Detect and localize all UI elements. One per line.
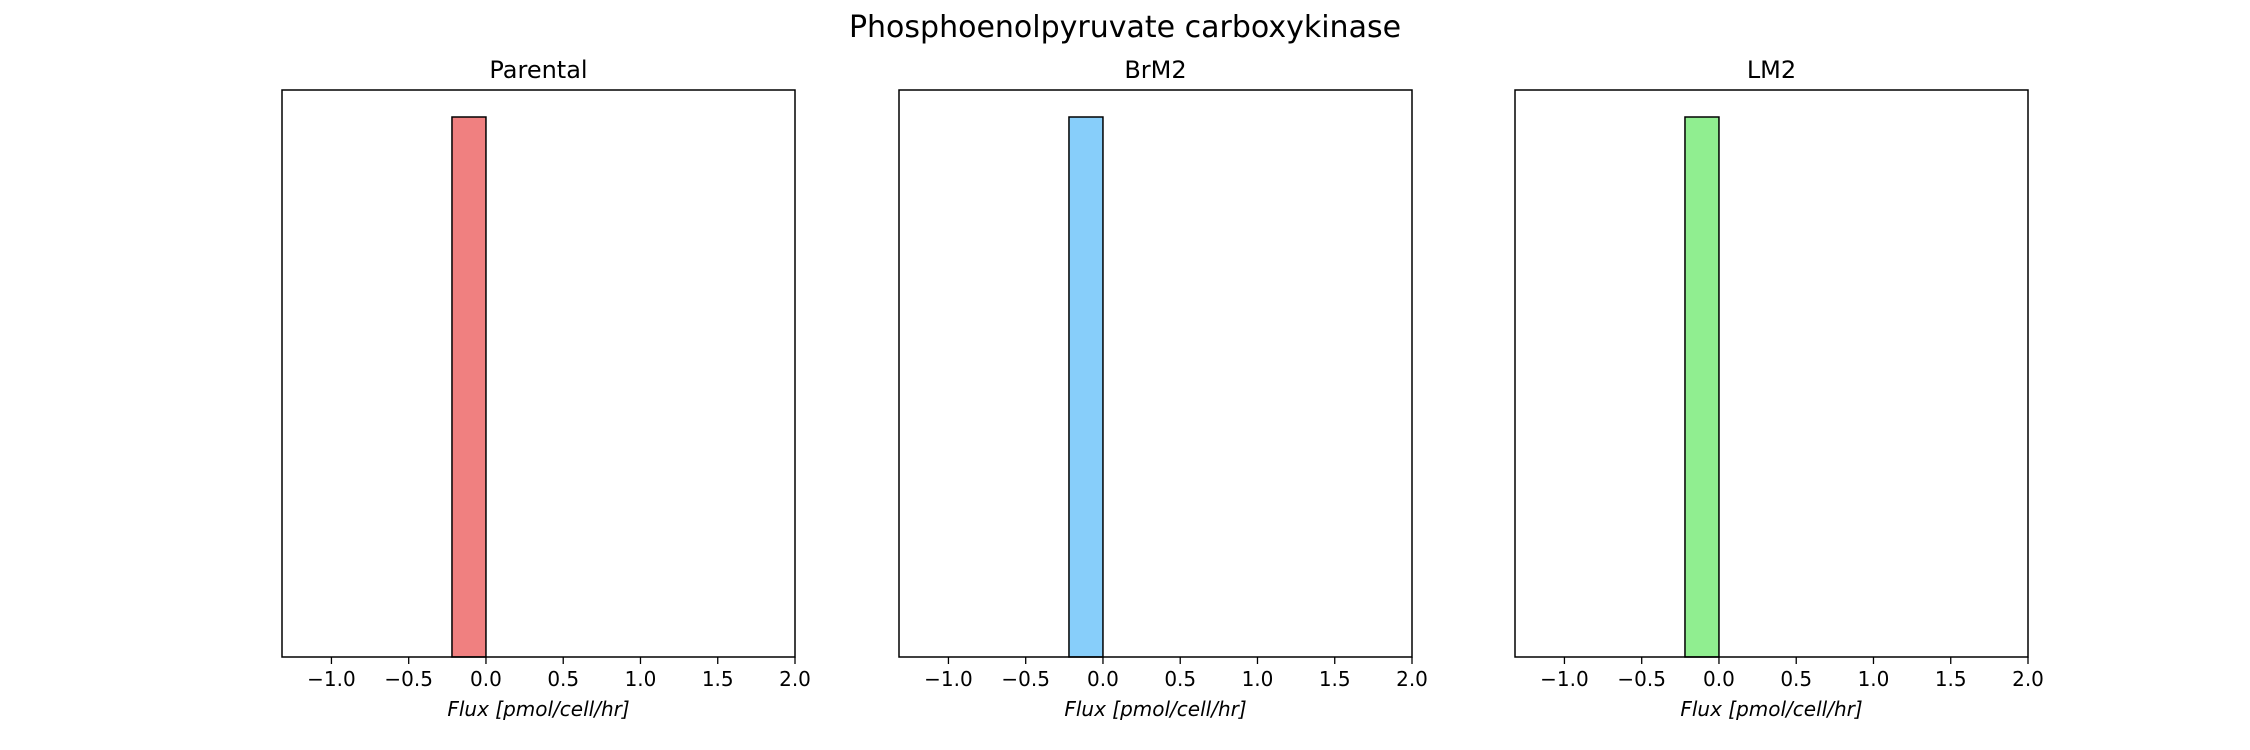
x-tick-label: 1.0 bbox=[1858, 667, 1890, 691]
figure-title: Phosphoenolpyruvate carboxykinase bbox=[849, 10, 1401, 45]
x-axis-label: Flux [pmol/cell/hr] bbox=[1064, 697, 1246, 721]
x-axis-label: Flux [pmol/cell/hr] bbox=[447, 697, 629, 721]
histogram-bar bbox=[1068, 116, 1104, 658]
subplot-title: BrM2 bbox=[1124, 56, 1186, 84]
x-tick-label: 2.0 bbox=[1396, 667, 1428, 691]
x-tick-label: −0.5 bbox=[1617, 667, 1666, 691]
x-tick-label: 1.5 bbox=[702, 667, 734, 691]
subplot-2: BrM2 −1.0 −0.5 0.0 0.5 1.0 1.5 2.0 Flux [pmol/ce… bbox=[898, 56, 1428, 721]
histogram-bar bbox=[1684, 116, 1720, 658]
x-axis-label: Flux [pmol/cell/hr] bbox=[1680, 697, 1862, 721]
subplot-title: LM2 bbox=[1747, 56, 1796, 84]
x-tick-label: 1.5 bbox=[1319, 667, 1351, 691]
axes-frame bbox=[281, 89, 796, 658]
x-tick-label: 0.0 bbox=[1703, 667, 1735, 691]
subplot-title: Parental bbox=[489, 56, 587, 84]
x-tick-label: 1.0 bbox=[1242, 667, 1274, 691]
subplot-1: Parental −1.0 −0.5 0.0 0.5 1.0 1.5 2.0 Flux [pmo… bbox=[281, 56, 811, 721]
x-tick-label: 2.0 bbox=[2012, 667, 2044, 691]
x-tick-label: 0.5 bbox=[547, 667, 579, 691]
subplot-3: LM2 −1.0 −0.5 0.0 0.5 1.0 1.5 2.0 Flux [pmol/cel… bbox=[1514, 56, 2044, 721]
x-tick-label: −1.0 bbox=[1540, 667, 1589, 691]
x-tick-label: −1.0 bbox=[307, 667, 356, 691]
histogram-bar bbox=[451, 116, 487, 658]
axes-frame bbox=[898, 89, 1413, 658]
x-tick-label: 1.5 bbox=[1935, 667, 1967, 691]
axes-frame bbox=[1514, 89, 2029, 658]
x-tick-label: 0.0 bbox=[1087, 667, 1119, 691]
subplots: Parental −1.0 −0.5 0.0 0.5 1.0 1.5 2.0 Flux [pmo… bbox=[281, 56, 2044, 721]
x-tick-label: 0.0 bbox=[470, 667, 502, 691]
x-tick-label: −1.0 bbox=[924, 667, 973, 691]
x-tick-label: −0.5 bbox=[384, 667, 433, 691]
x-tick-label: 0.5 bbox=[1164, 667, 1196, 691]
x-tick-label: 2.0 bbox=[779, 667, 811, 691]
x-tick-label: −0.5 bbox=[1001, 667, 1050, 691]
x-tick-label: 0.5 bbox=[1780, 667, 1812, 691]
x-tick-label: 1.0 bbox=[625, 667, 657, 691]
